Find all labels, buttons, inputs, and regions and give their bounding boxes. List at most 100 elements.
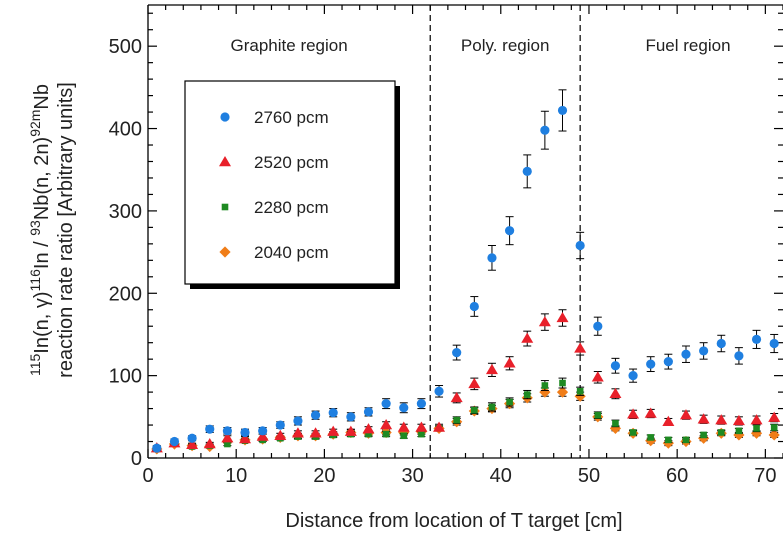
region-label-poly: Poly. region [461,36,550,55]
data-point [291,427,304,438]
data-point [240,427,250,438]
data-point [400,432,408,440]
data-point [365,430,372,438]
data-point [256,430,269,441]
data-point [732,414,745,426]
data-point [418,430,425,438]
data-point [169,436,180,447]
data-point [609,422,622,434]
data-point [750,414,763,425]
data-point [612,420,619,427]
data-point [293,416,303,426]
data-point [770,424,778,431]
data-point [646,359,656,369]
data-point [735,427,743,435]
data-point [753,425,760,432]
data-point [399,403,409,413]
region-labels: Graphite region Poly. region Fuel region [231,36,731,55]
data-point [682,436,690,444]
legend-item: 2760 pcm [220,108,329,127]
series-2760-pcm [152,89,779,453]
legend-label: 2760 pcm [254,108,329,127]
axis-ticks: 0 10 20 30 40 50 60 70 0 100 200 300 400 500 [109,5,783,487]
legend-marker [219,156,231,167]
data-point [644,407,657,418]
data-point [186,438,199,450]
data-point [504,226,515,236]
data-point [381,399,391,409]
data-point [610,361,621,371]
data-point [556,386,569,398]
data-point [469,301,479,312]
data-point [556,311,569,323]
data-point [221,432,234,443]
data-point [222,426,232,436]
data-point [716,338,726,349]
data-point [310,410,321,420]
data-point [538,316,551,327]
x-tick-label: 60 [666,465,688,487]
data-point [575,240,585,251]
data-point [362,423,375,434]
data-point [503,357,516,368]
region-dividers [429,5,581,458]
y-axis-title-line1: 115In(n, γ)116In / 93Nb(n, 2n)92mNb [27,84,53,376]
y-tick-label: 200 [109,283,142,305]
data-point [663,357,673,367]
legend: 2760 pcm 2520 pcm 2280 pcm 2040 pcm [184,80,400,289]
data-point [187,433,197,443]
data-point [521,332,534,343]
x-tick-label: 50 [578,465,600,487]
data-point [488,403,496,411]
data-point [258,426,268,436]
data-point [416,399,427,409]
data-point [415,421,428,432]
data-point [328,408,338,418]
y-tick-label: 300 [109,201,142,223]
data-point [681,349,691,359]
data-point [522,166,532,176]
legend-item: 2040 pcm [219,243,329,262]
y-tick-label: 0 [131,448,142,470]
legend-marker [219,246,231,258]
data-point [363,407,374,417]
data-point [274,429,287,440]
data-point [203,437,216,449]
data-point [665,436,672,444]
data-point [576,387,584,395]
data-point [574,342,587,353]
data-point [559,379,566,387]
data-point [768,429,780,441]
data-point [224,440,231,448]
data-point [382,430,390,438]
data-point [380,419,393,430]
data-point [717,429,725,436]
data-point [751,334,762,344]
data-point [769,338,779,349]
legend-item: 2520 pcm [219,153,329,172]
data-point [344,425,357,436]
data-point [647,434,655,441]
data-point [450,391,463,403]
x-axis-title: Distance from location of T target [cm] [285,510,622,532]
data-point [453,416,460,424]
data-point [327,425,340,436]
data-point [506,398,513,406]
data-point [487,253,497,263]
data-point [700,431,707,439]
x-tick-label: 10 [225,465,247,487]
data-point [540,125,550,135]
data-point [591,371,604,382]
data-point [593,321,603,331]
x-tick-label: 30 [401,465,423,487]
data-point [485,363,498,375]
data-point [433,421,446,432]
data-point [452,347,462,358]
data-point [557,105,568,116]
data-point [734,351,744,361]
legend-label: 2520 pcm [254,153,329,172]
data-point [628,371,638,381]
data-point [309,427,322,438]
data-point [594,411,602,419]
